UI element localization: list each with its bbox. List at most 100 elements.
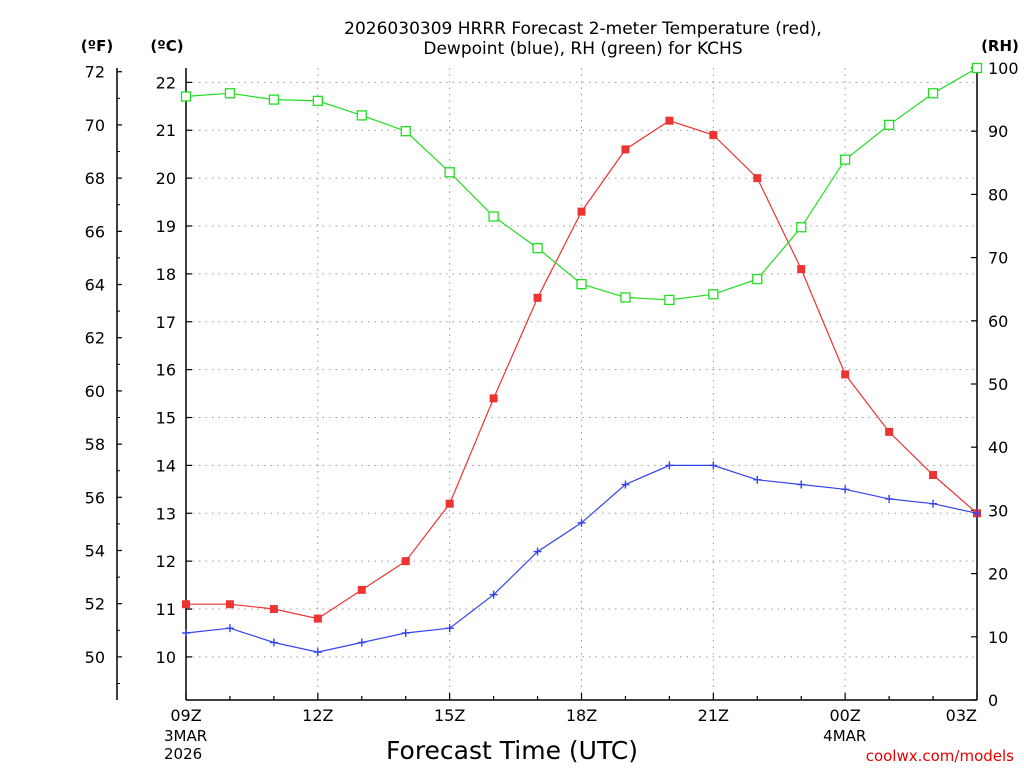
- data-point: [489, 590, 498, 599]
- celsius-tick-label: 20: [156, 169, 176, 188]
- data-point: [971, 62, 983, 74]
- data-point: [444, 167, 455, 178]
- data-point: [312, 95, 323, 107]
- fahrenheit-tick-label: 58: [85, 435, 105, 454]
- celsius-tick-label: 16: [156, 361, 176, 380]
- series-line: [185, 464, 978, 653]
- x-tick-label: 00Z: [830, 706, 861, 725]
- series-line: [185, 67, 978, 301]
- rh-tick-label: 40: [988, 438, 1008, 457]
- credit-text: coolwx.com/models: [866, 747, 1014, 765]
- data-point: [488, 211, 499, 222]
- x-tick-label: 09Z: [170, 706, 201, 725]
- series-rh: [180, 62, 983, 306]
- data-point: [532, 242, 543, 254]
- data-point: [665, 461, 674, 470]
- data-point: [665, 116, 674, 125]
- data-point: [796, 222, 807, 233]
- celsius-tick-label: 21: [156, 121, 176, 140]
- rh-axis: 0 10 20 30 40 50 60 70 80 90 100: [971, 59, 1019, 710]
- fahrenheit-tick-label: 52: [85, 595, 105, 614]
- data-point: [180, 91, 192, 102]
- data-point: [753, 475, 762, 484]
- x-tick-label: 15Z: [434, 706, 465, 725]
- fahrenheit-axis: 50 52 54 56 58 60 62 64 66 68 70 72: [85, 63, 122, 685]
- fahrenheit-tick-label: 56: [85, 488, 105, 507]
- data-point: [927, 88, 939, 99]
- fahrenheit-tick-label: 54: [85, 542, 105, 561]
- data-point: [620, 292, 631, 303]
- celsius-tick-label: 13: [156, 504, 176, 523]
- celsius-tick-label: 19: [156, 217, 176, 236]
- rh-tick-label: 10: [988, 628, 1008, 647]
- grid-lines: [186, 68, 977, 700]
- chart-title-line-2: Dewpoint (blue), RH (green) for KCHS: [423, 39, 742, 59]
- data-point: [489, 394, 498, 403]
- rh-tick-label: 70: [988, 249, 1008, 268]
- data-point: [356, 110, 367, 121]
- data-point: [577, 207, 586, 216]
- data-point: [313, 614, 322, 623]
- fahrenheit-tick-label: 68: [85, 169, 105, 188]
- data-point: [885, 427, 894, 436]
- celsius-tick-label: 15: [156, 409, 176, 428]
- data-point: [533, 547, 542, 556]
- fahrenheit-tick-label: 62: [85, 329, 105, 348]
- rh-tick-label: 60: [988, 312, 1008, 331]
- data-point: [225, 600, 234, 609]
- data-point: [664, 294, 675, 306]
- data-point: [225, 624, 234, 633]
- data-point: [576, 278, 587, 290]
- data-point: [621, 145, 630, 154]
- celsius-tick-label: 18: [156, 265, 176, 284]
- celsius-tick-label: 22: [156, 73, 176, 92]
- data-point: [445, 624, 454, 633]
- rh-tick-label: 0: [988, 691, 998, 710]
- data-point: [182, 600, 190, 609]
- data-point: [797, 265, 806, 274]
- x-date-label: 3MAR: [164, 727, 207, 745]
- data-point: [224, 88, 236, 99]
- data-point: [269, 638, 278, 647]
- celsius-unit-label: (ºC): [150, 37, 183, 55]
- fahrenheit-tick-label: 66: [85, 222, 105, 241]
- rh-tick-label: 100: [988, 59, 1019, 78]
- x-tick-label: 18Z: [566, 706, 597, 725]
- fahrenheit-tick-label: 50: [85, 648, 105, 667]
- data-point: [929, 470, 938, 479]
- celsius-tick-label: 17: [156, 313, 176, 332]
- data-point: [841, 485, 850, 494]
- data-point: [973, 509, 981, 518]
- data-point: [752, 273, 763, 285]
- celsius-tick-label: 10: [156, 648, 176, 667]
- data-point: [357, 585, 366, 594]
- data-point: [577, 518, 586, 527]
- rh-tick-label: 80: [988, 185, 1008, 204]
- data-point: [357, 638, 366, 647]
- fahrenheit-tick-label: 70: [85, 116, 105, 135]
- x-date-label: 2026: [164, 745, 202, 763]
- data-point: [753, 174, 762, 183]
- fahrenheit-unit-label: (ºF): [81, 37, 113, 55]
- data-point: [708, 289, 719, 300]
- chart-title: 2026030309 HRRR Forecast 2-meter Tempera…: [344, 19, 822, 59]
- chart-title-line-1: 2026030309 HRRR Forecast 2-meter Tempera…: [344, 19, 822, 39]
- data-point: [401, 557, 410, 566]
- data-series: [180, 62, 983, 657]
- x-date-label: 4MAR: [823, 727, 866, 745]
- series-dewpoint: [182, 461, 981, 657]
- rh-tick-label: 50: [988, 375, 1008, 394]
- x-tick-label: 03Z: [946, 706, 977, 725]
- data-point: [621, 480, 630, 489]
- data-point: [840, 154, 851, 165]
- x-tick-label: 21Z: [698, 706, 729, 725]
- celsius-axis: 10 11 12 13 14 15 16 17 18 19 20 21 22: [156, 73, 192, 667]
- data-point: [797, 480, 806, 489]
- fahrenheit-tick-label: 60: [85, 382, 105, 401]
- rh-tick-label: 30: [988, 501, 1008, 520]
- data-point: [885, 494, 894, 503]
- data-point: [841, 370, 850, 379]
- rh-tick-label: 90: [988, 122, 1008, 141]
